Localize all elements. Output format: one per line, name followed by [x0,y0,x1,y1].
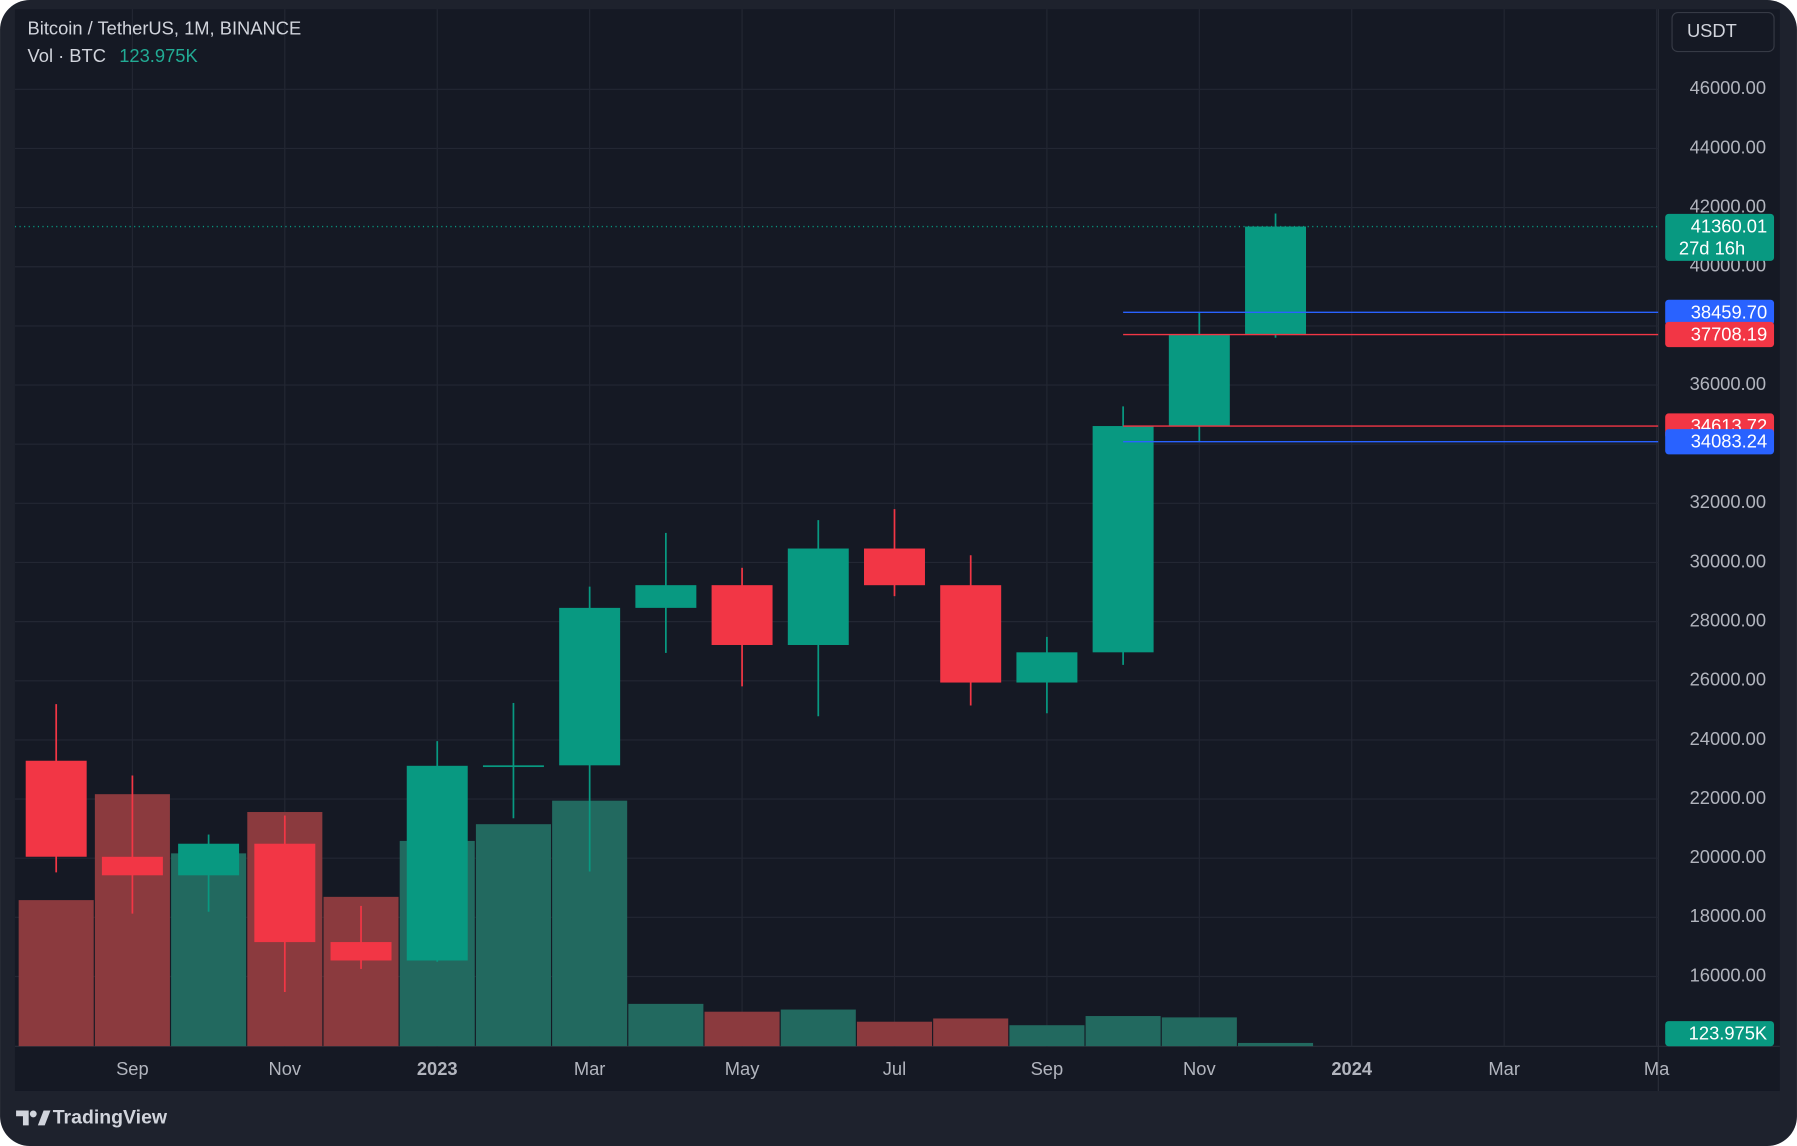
y-tick-label: 44000.00 [1690,136,1766,157]
y-tick-label: 32000.00 [1690,491,1766,512]
volume-bar [704,1011,780,1047]
y-tick-label: 22000.00 [1690,787,1766,808]
x-tick-label: 2023 [417,1058,458,1079]
volume-bar [1085,1016,1161,1047]
x-tick-label: Mar [1488,1058,1520,1079]
price-label: 38459.70 [1691,301,1767,322]
candle-body [482,765,544,768]
y-tick-label: 30000.00 [1690,550,1766,571]
axes: 16000.00 18000.00 20000.00 22000.00 24000.00… [116,77,1775,1079]
x-tick-label: May [725,1058,760,1079]
candle-body [178,843,240,876]
price-label-box [1665,321,1775,348]
candle-body [940,585,1002,683]
y-tick-label: 18000.00 [1690,905,1766,926]
price-label: 37708.19 [1691,324,1767,345]
volume-bar [1161,1017,1237,1047]
y-tick-label: 36000.00 [1690,373,1766,394]
candle-body [406,765,468,961]
volume-bar [628,1003,704,1047]
price-label: 34083.24 [1691,431,1767,452]
candle-body [254,843,316,943]
volume-bar [780,1009,856,1047]
currency-button[interactable] [1671,12,1775,53]
price-label-box [1665,299,1775,325]
price-label-box [1665,429,1775,455]
volume-bar [1009,1025,1085,1047]
y-tick-label: 16000.00 [1690,964,1766,985]
last-price-box [1665,213,1775,261]
last-price-label: 41360.01 [1691,216,1767,237]
y-tick-label: 24000.00 [1690,728,1766,749]
x-tick-label: Nov [269,1058,302,1079]
candle-body [25,760,87,857]
volume-bar [856,1021,933,1047]
volume-legend-name: Vol · BTC [28,45,106,66]
candle-body [559,607,621,766]
volume-label-box [1665,1021,1775,1047]
volume-label: 123.975K [1689,1023,1768,1044]
x-tick-label: Nov [1183,1058,1216,1079]
x-tick-label: Mar [574,1058,606,1079]
x-tick-label: Jul [883,1058,906,1079]
volume-legend-value: 123.975K [119,45,198,66]
candle-body [1168,334,1230,427]
candle-body [711,585,773,645]
candle-body [330,942,392,961]
y-tick-label: 28000.00 [1690,609,1766,630]
y-tick-label: 26000.00 [1690,669,1766,690]
x-tick-label: Sep [1031,1058,1064,1079]
volume-bar [1238,1042,1314,1047]
x-tick-label: 2024 [1331,1058,1373,1079]
candle-body [864,548,925,586]
brand-logo [16,1110,51,1126]
y-tick-label: 20000.00 [1690,846,1766,867]
y-tick-label: 42000.00 [1690,195,1766,216]
candle-body [1245,226,1307,335]
candle-body [1092,426,1154,653]
y-tick-label: 46000.00 [1690,77,1766,98]
x-tick-label: Ma [1644,1058,1670,1079]
x-tick-label: Sep [116,1058,149,1079]
candle-body [1016,652,1078,683]
chart-title: Bitcoin / TetherUS, 1M, BINANCE [28,18,302,39]
volume-bar [18,900,94,1047]
currency-label[interactable]: USDT [1687,20,1737,41]
countdown-label: 27d 16h [1679,237,1745,258]
volume-bar [475,824,551,1047]
plot-area [14,213,1659,1047]
candle-body [635,585,697,608]
candle-body [101,856,163,876]
volume-bar [933,1018,1009,1047]
candle-body [787,548,849,645]
brand-name: TradingView [53,1107,168,1129]
